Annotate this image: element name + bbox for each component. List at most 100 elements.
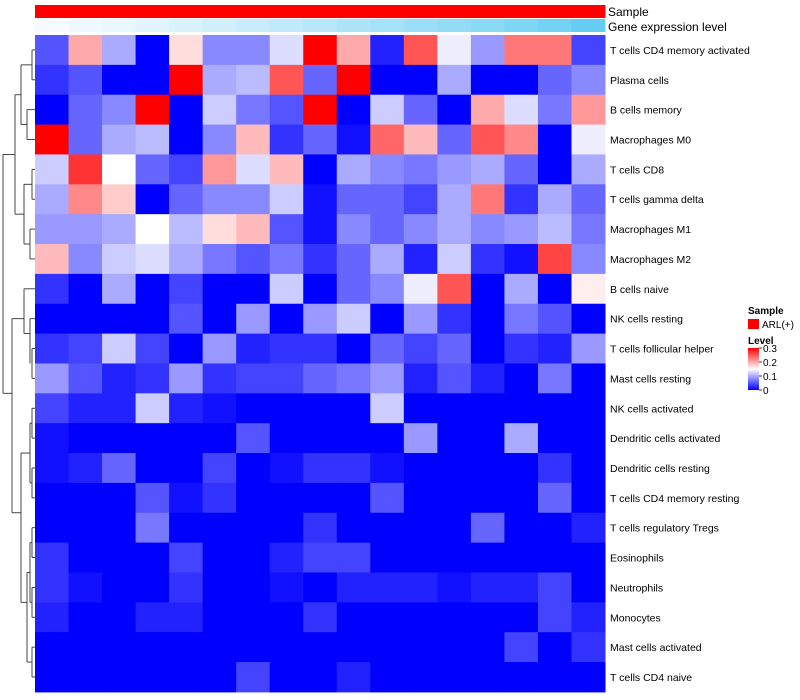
heatmap-cell (537, 482, 572, 514)
heatmap-cell (470, 333, 505, 364)
heatmap-cell (102, 363, 137, 394)
heatmap-cell (236, 303, 271, 335)
heatmap-cell (35, 273, 70, 305)
heatmap-cell (169, 124, 204, 155)
heatmap-cell (303, 363, 338, 394)
heatmap-cell (236, 35, 271, 66)
heatmap-cell (269, 64, 304, 96)
heatmap-cell (269, 482, 304, 514)
heatmap-cell (470, 393, 505, 424)
heatmap-cell (135, 572, 170, 603)
heatmap-cell (202, 333, 237, 364)
legend-level-colorbar (748, 348, 759, 390)
heatmap-cell (571, 542, 606, 573)
heatmap-cell (169, 542, 204, 573)
heatmap-cell (35, 453, 70, 484)
sample-annotation-cell (403, 5, 438, 18)
heatmap-cell (303, 572, 338, 603)
heatmap-cell (35, 363, 70, 394)
sample-annotation-cell (102, 5, 137, 18)
sample-annotation-cell (303, 5, 338, 18)
heatmap-cell (35, 393, 70, 424)
heatmap-cell (169, 363, 204, 394)
heatmap-cell (68, 154, 103, 185)
legend-tick-label: 0 (763, 386, 769, 397)
heatmap-cell (336, 64, 371, 96)
expression-annotation-cell (102, 19, 137, 32)
heatmap-cell (336, 244, 371, 275)
heatmap-cell (135, 512, 170, 544)
heatmap-cell (336, 154, 371, 185)
expression-annotation-cell (303, 19, 338, 32)
sample-annotation-cell (68, 5, 103, 18)
heatmap-cell (202, 542, 237, 573)
heatmap-cell (269, 363, 304, 394)
heatmap-cell (202, 273, 237, 305)
heatmap-cell (68, 482, 103, 514)
heatmap-cell (202, 512, 237, 544)
heatmap-cell (68, 214, 103, 245)
heatmap-cell (68, 662, 103, 693)
heatmap-cell (403, 64, 438, 96)
heatmap-cell (68, 333, 103, 364)
heatmap-cell (504, 273, 539, 305)
heatmap-cell (370, 572, 405, 603)
heatmap-cell (269, 632, 304, 663)
heatmap-cell (571, 632, 606, 663)
heatmap-cell (169, 94, 204, 126)
heatmap-cell (236, 154, 271, 185)
heatmap-cell (35, 94, 70, 126)
heatmap-cell (303, 303, 338, 335)
heatmap-cell (169, 273, 204, 305)
heatmap-cell (470, 154, 505, 185)
heatmap-cell (437, 154, 472, 185)
heatmap-cell (403, 124, 438, 155)
heatmap-cell (102, 303, 137, 335)
heatmap-cell (236, 333, 271, 364)
heatmap-cell (537, 184, 572, 215)
heatmap-cell (470, 214, 505, 245)
sample-annotation-cell (236, 5, 271, 18)
heatmap-cell (437, 393, 472, 424)
heatmap-cell (437, 453, 472, 484)
heatmap-cell (102, 632, 137, 663)
heatmap-cell (169, 35, 204, 66)
row-label: NK cells resting (610, 314, 683, 326)
annotation-label-sample: Sample (608, 5, 649, 19)
heatmap-cell (135, 124, 170, 155)
heatmap-cell (370, 662, 405, 693)
heatmap-cell (537, 333, 572, 364)
heatmap-cell (370, 273, 405, 305)
heatmap-cell (403, 214, 438, 245)
heatmap-cell (169, 214, 204, 245)
heatmap-cell (236, 542, 271, 573)
heatmap-cell (202, 244, 237, 275)
heatmap-cell (571, 662, 606, 693)
heatmap-cell (571, 64, 606, 96)
legend-level-ticks: 0.3 0.2 0.1 0 (759, 344, 777, 397)
heatmap-cell (102, 542, 137, 573)
heatmap-cell (537, 363, 572, 394)
heatmap-cell (236, 184, 271, 215)
heatmap-cell (68, 273, 103, 305)
heatmap-cell (169, 482, 204, 514)
heatmap-cell (537, 423, 572, 454)
heatmap-cell (269, 35, 304, 66)
row-label: Neutrophils (610, 582, 663, 594)
heatmap-cell (269, 602, 304, 633)
heatmap-cell (403, 423, 438, 454)
heatmap-cell (403, 303, 438, 335)
heatmap-cell (571, 94, 606, 126)
heatmap-cell (236, 632, 271, 663)
heatmap-cell (336, 273, 371, 305)
heatmap-cell (35, 64, 70, 96)
heatmap-cell (370, 154, 405, 185)
heatmap-cell (303, 482, 338, 514)
heatmap-cell (537, 572, 572, 603)
heatmap-cell (202, 662, 237, 693)
heatmap-cell (504, 214, 539, 245)
heatmap-cell (504, 512, 539, 544)
legend-level-title: Level (748, 336, 774, 347)
heatmap-cell (437, 602, 472, 633)
heatmap-cell (537, 662, 572, 693)
